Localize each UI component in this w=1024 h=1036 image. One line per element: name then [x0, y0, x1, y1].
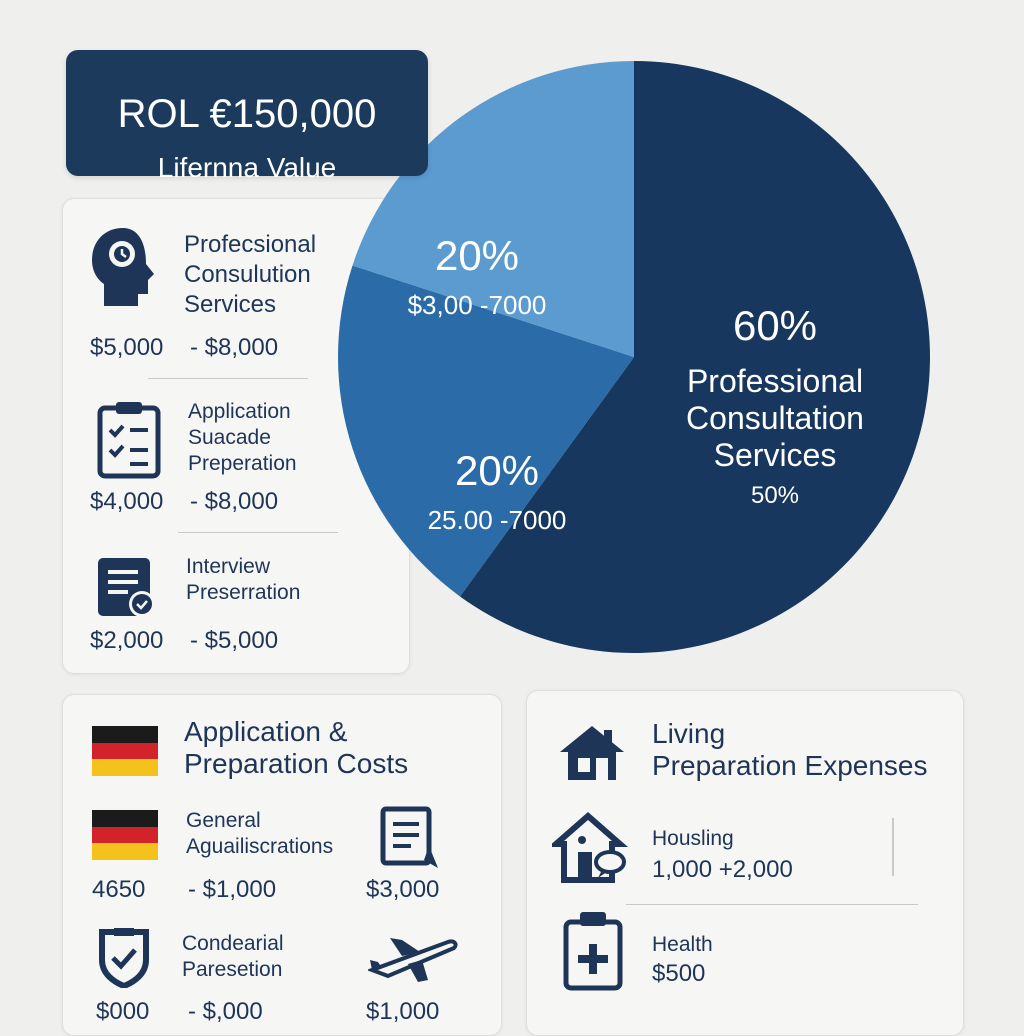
document-icon: [380, 806, 442, 872]
cost-label-condearial: Condearial Paresetion: [182, 932, 284, 981]
pie-slice-label: Professional: [687, 363, 863, 399]
living-expenses-title: Living Preparation Expenses: [652, 718, 928, 781]
pie-slice: [338, 265, 634, 597]
application-costs-title: Application & Preparation Costs: [184, 716, 409, 779]
living-label-housing: Housling: [652, 827, 734, 850]
checklist-icon: [96, 400, 162, 480]
pie-slice-sublabel: 25.00 -7000: [428, 505, 567, 535]
roi-title: ROL €150,000: [117, 92, 377, 136]
service-range-low: $4,000: [90, 488, 164, 515]
house-chat-icon: [552, 810, 628, 886]
document-icon: [96, 556, 160, 620]
germany-flag-icon: [92, 810, 158, 860]
divider: [626, 904, 918, 905]
service-range-high: - $8,000: [190, 334, 279, 361]
cost-right-value: $3,000: [366, 876, 440, 903]
house-icon: [556, 722, 628, 782]
roi-card: ROL €150,000 Lifernna Value: [66, 50, 428, 183]
service-label-consultation: Profecsional Consulution Services: [184, 231, 317, 318]
pie-slice-label: Services: [714, 437, 837, 473]
living-label-health: Health: [652, 933, 713, 956]
service-label-application: Application Suacade Preperation: [188, 400, 297, 475]
service-range-high: - $8,000: [190, 488, 279, 515]
airplane-icon: [368, 932, 460, 984]
pie-slice-sublabel: $3,00 -7000: [408, 290, 547, 320]
cost-label-general: General Aguailiscrations: [186, 809, 334, 858]
shield-check-icon: [94, 926, 154, 988]
pie-slice-sublabel: 50%: [751, 482, 799, 509]
roi-subtitle: Lifernna Value: [157, 152, 337, 183]
germany-flag-icon: [92, 726, 158, 776]
cost-right-value: $1,000: [366, 998, 440, 1025]
pie-slice-label: Consultation: [686, 400, 864, 436]
service-label-interview: Interview Preserration: [186, 555, 301, 604]
service-range-high: - $5,000: [190, 627, 279, 654]
pie-slice: [352, 61, 634, 357]
cost-low: $000: [96, 998, 150, 1025]
medical-kit-icon: [562, 910, 624, 992]
cost-high: - $1,000: [188, 876, 277, 903]
service-range-low: $2,000: [90, 627, 164, 654]
divider: [178, 532, 338, 533]
pie-slice-percent: 20%: [455, 447, 539, 494]
consultant-head-icon: [88, 224, 158, 310]
divider: [892, 818, 894, 876]
pie-slice-percent: 60%: [733, 302, 817, 349]
cost-low: 4650: [92, 876, 146, 903]
pie-slice-percent: 20%: [435, 232, 519, 279]
service-range-low: $5,000: [90, 334, 164, 361]
living-value-health: $500: [652, 960, 706, 987]
pie-slice: [460, 61, 931, 654]
divider: [148, 378, 308, 379]
cost-high: - $,000: [188, 998, 263, 1025]
living-value-housing: 1,000 +2,000: [652, 856, 793, 883]
